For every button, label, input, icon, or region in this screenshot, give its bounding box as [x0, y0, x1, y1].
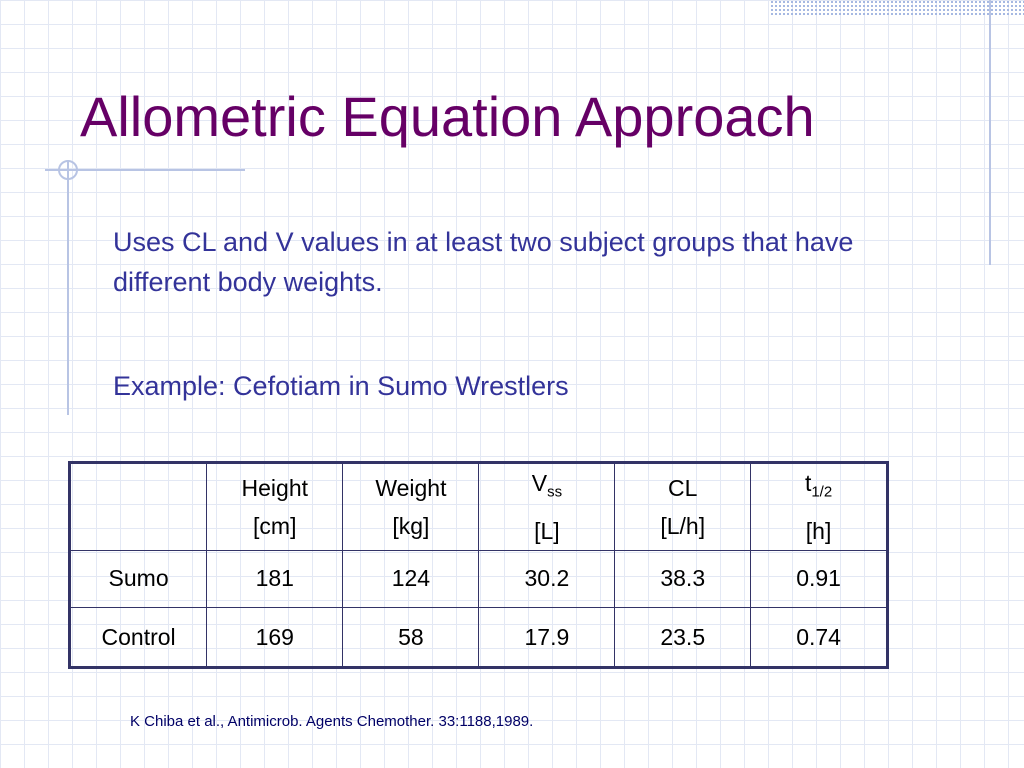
decor-band — [770, 0, 1024, 16]
header-subscript: 1/2 — [811, 483, 833, 501]
header-unit: [kg] — [392, 512, 430, 539]
header-cell: Vss [L] — [478, 462, 616, 551]
header-row: Height [cm] Weight [kg] Vss [L] CL [L/h] t1/2 [h] — [68, 462, 888, 551]
bullet: Uses CL and V values in at least two sub… — [113, 227, 854, 297]
cell: 0.74 — [750, 607, 888, 668]
citation: K Chiba et al., Antimicrob. Agents Chemo… — [130, 713, 534, 730]
header-unit: [L] — [534, 517, 560, 544]
cell: 181 — [206, 549, 344, 609]
header-text: Height — [241, 474, 308, 501]
row-label: Sumo — [68, 549, 208, 609]
header-cell: Height [cm] — [206, 462, 344, 551]
cell: 58 — [342, 607, 480, 668]
header-text: Weight — [375, 474, 447, 501]
header-unit: [h] — [805, 517, 832, 544]
cell: 169 — [206, 607, 344, 668]
cell: 17.9 — [478, 607, 616, 668]
row: Sumo 181 124 30.2 38.3 0.91 — [68, 549, 888, 609]
header-cell: t1/2 [h] — [750, 462, 888, 551]
header-cell: CL [L/h] — [614, 462, 752, 551]
title: Allometric Equation Approach — [80, 85, 815, 148]
cell: 0.91 — [750, 549, 888, 609]
cell: 23.5 — [614, 607, 752, 668]
bullet: Example: Cefotiam in Sumo Wrestlers — [113, 371, 569, 401]
row: Control 169 58 17.9 23.5 0.74 — [68, 607, 888, 668]
cell: 124 — [342, 549, 480, 609]
cell: 38.3 — [614, 549, 752, 609]
data-table: Height [cm] Weight [kg] Vss [L] CL [L/h] t1/2 [h]… — [68, 461, 889, 669]
row-label: Control — [68, 607, 208, 668]
header-text: V — [531, 470, 548, 496]
corner-cell — [68, 462, 208, 551]
header-unit: [L/h] — [660, 512, 706, 539]
header-text: CL — [668, 474, 698, 501]
cell: 30.2 — [478, 549, 616, 609]
header-subscript: ss — [547, 483, 563, 501]
header-cell: Weight [kg] — [342, 462, 480, 551]
header-text: t — [804, 470, 812, 496]
header-unit: [cm] — [253, 512, 297, 539]
